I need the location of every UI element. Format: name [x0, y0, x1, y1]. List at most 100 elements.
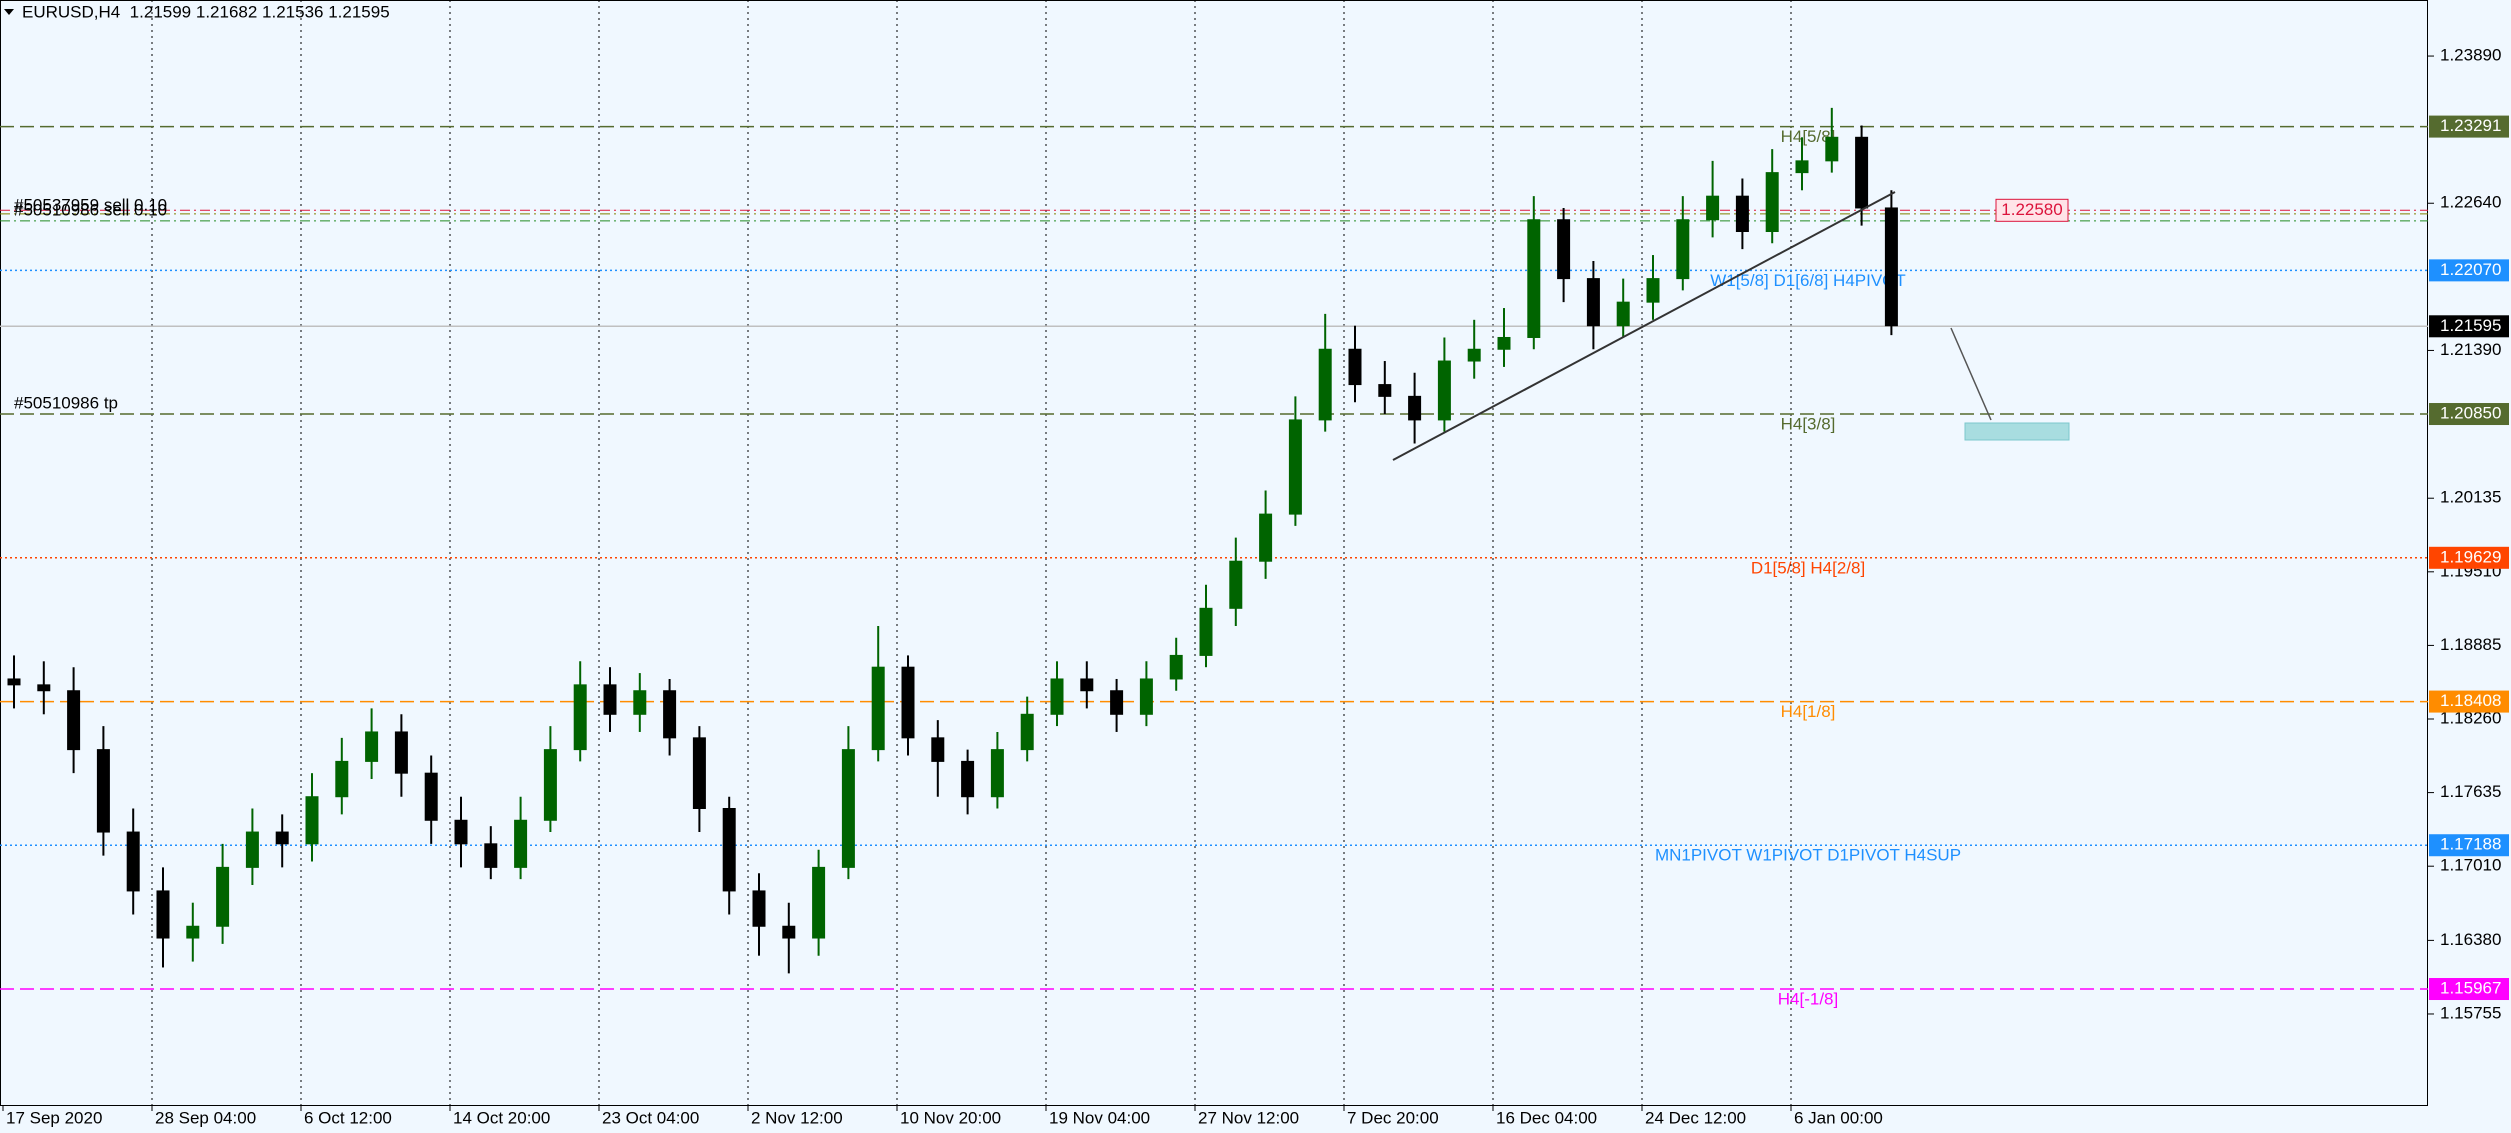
price-tag-label: 1.22070	[2440, 260, 2501, 279]
candle-body	[1348, 348, 1362, 386]
candle-body	[245, 831, 259, 868]
price-tag	[2429, 546, 2509, 569]
x-tick-label: 6 Oct 12:00	[304, 1108, 392, 1127]
candle-body	[1557, 219, 1571, 280]
x-tick-label: 27 Nov 12:00	[1198, 1108, 1299, 1127]
candle-body	[1378, 384, 1392, 397]
candle-body	[305, 796, 319, 845]
projection-line	[1950, 327, 1992, 421]
candle-body	[1586, 278, 1600, 327]
candle-body	[1616, 301, 1630, 327]
level-note: H4[-1/8]	[1778, 989, 1838, 1008]
price-tag	[2429, 315, 2509, 338]
chart-title: EURUSD,H4 1.21599 1.21682 1.21536 1.2159…	[22, 2, 390, 21]
y-tick-label: 1.18885	[2440, 635, 2501, 654]
x-tick-label: 24 Dec 12:00	[1645, 1108, 1746, 1127]
price-tag-label: 1.15967	[2440, 978, 2501, 997]
candle-body	[961, 760, 975, 798]
candle-body	[1884, 207, 1898, 327]
pending-tag	[1995, 198, 2069, 222]
candle-body	[1467, 348, 1481, 362]
level-note: W1[5/8] D1[6/8] H4PIVOT	[1710, 271, 1906, 290]
candle-body	[931, 737, 945, 762]
candle-body	[37, 684, 51, 692]
target-zone	[1964, 422, 2070, 441]
candle-body	[1795, 160, 1809, 174]
x-tick-label: 19 Nov 04:00	[1049, 1108, 1150, 1127]
candle-body	[812, 866, 826, 939]
candle-body	[633, 690, 647, 715]
level-note: D1[5/8] H4[2/8]	[1751, 558, 1865, 577]
tp-label: #50510986 tp	[14, 394, 118, 413]
candle-body	[841, 749, 855, 868]
candle-body	[1765, 172, 1779, 233]
candle-body	[1437, 360, 1451, 421]
price-tag-label: 1.23291	[2440, 116, 2501, 135]
level-note: H4[5/8]	[1781, 127, 1836, 146]
candle-body	[543, 749, 557, 821]
price-tag-label: 1.17188	[2440, 835, 2501, 854]
candle-body	[126, 831, 140, 892]
y-tick-label: 1.17010	[2440, 856, 2501, 875]
candle-body	[335, 760, 349, 798]
y-tick-label: 1.20135	[2440, 488, 2501, 507]
pending-tag-label: 1.22580	[2001, 200, 2062, 219]
x-tick-label: 16 Dec 04:00	[1496, 1108, 1597, 1127]
price-tag-label: 1.19629	[2440, 547, 2501, 566]
x-tick-label: 7 Dec 20:00	[1347, 1108, 1439, 1127]
candle-body	[722, 807, 736, 892]
y-tick-label: 1.18260	[2440, 708, 2501, 727]
candle-body	[96, 749, 110, 833]
price-tag	[2429, 259, 2509, 282]
x-tick-label: 23 Oct 04:00	[602, 1108, 699, 1127]
price-tag-label: 1.20850	[2440, 404, 2501, 423]
price-tag	[2429, 978, 2509, 1001]
candle-body	[871, 666, 885, 751]
candle-body	[901, 666, 915, 739]
order-label: #50537959 sell 0.10	[14, 195, 167, 214]
candle-body	[752, 890, 766, 927]
x-tick-label: 2 Nov 12:00	[751, 1108, 843, 1127]
level-note: H4[1/8]	[1781, 702, 1836, 721]
candle-body	[990, 749, 1004, 798]
x-tick-label: 6 Jan 00:00	[1794, 1108, 1883, 1127]
candle-body	[663, 690, 677, 739]
y-tick-label: 1.17635	[2440, 782, 2501, 801]
candle-body	[424, 772, 438, 821]
candle-body	[514, 819, 528, 868]
candle-body	[692, 737, 706, 809]
candle-body	[216, 866, 230, 927]
candle-body	[394, 731, 408, 774]
candle-body	[1497, 336, 1511, 350]
level-note: MN1PIVOT W1PIVOT D1PIVOT H4SUP	[1655, 846, 1961, 865]
plot-frame	[0, 0, 2428, 1106]
candle-body	[1855, 136, 1869, 209]
price-tag	[2429, 834, 2509, 857]
candle-body	[603, 684, 617, 715]
order-label: #50510986 sell 0.10	[14, 200, 167, 219]
candle-body	[1288, 419, 1302, 515]
x-tick-label: 14 Oct 20:00	[453, 1108, 550, 1127]
trendline	[1392, 191, 1896, 461]
candle-body	[1646, 278, 1660, 303]
price-tag-label: 1.21595	[2440, 316, 2501, 335]
candle-body	[1259, 513, 1273, 562]
price-tag	[2429, 690, 2509, 713]
candle-body	[7, 678, 21, 686]
y-tick-label: 1.22640	[2440, 193, 2501, 212]
candle-body	[1229, 560, 1243, 609]
y-tick-label: 1.21390	[2440, 340, 2501, 359]
y-tick-label: 1.15755	[2440, 1003, 2501, 1022]
candle-body	[186, 925, 200, 939]
y-tick-label: 1.16380	[2440, 930, 2501, 949]
candle-body	[275, 831, 289, 845]
menu-arrow[interactable]	[4, 9, 14, 15]
x-tick-label: 28 Sep 04:00	[155, 1108, 256, 1127]
candle-body	[573, 684, 587, 751]
candle-body	[156, 890, 170, 939]
x-tick-label: 17 Sep 2020	[6, 1108, 102, 1127]
candle-body	[1706, 195, 1720, 221]
candle-body	[782, 925, 796, 939]
